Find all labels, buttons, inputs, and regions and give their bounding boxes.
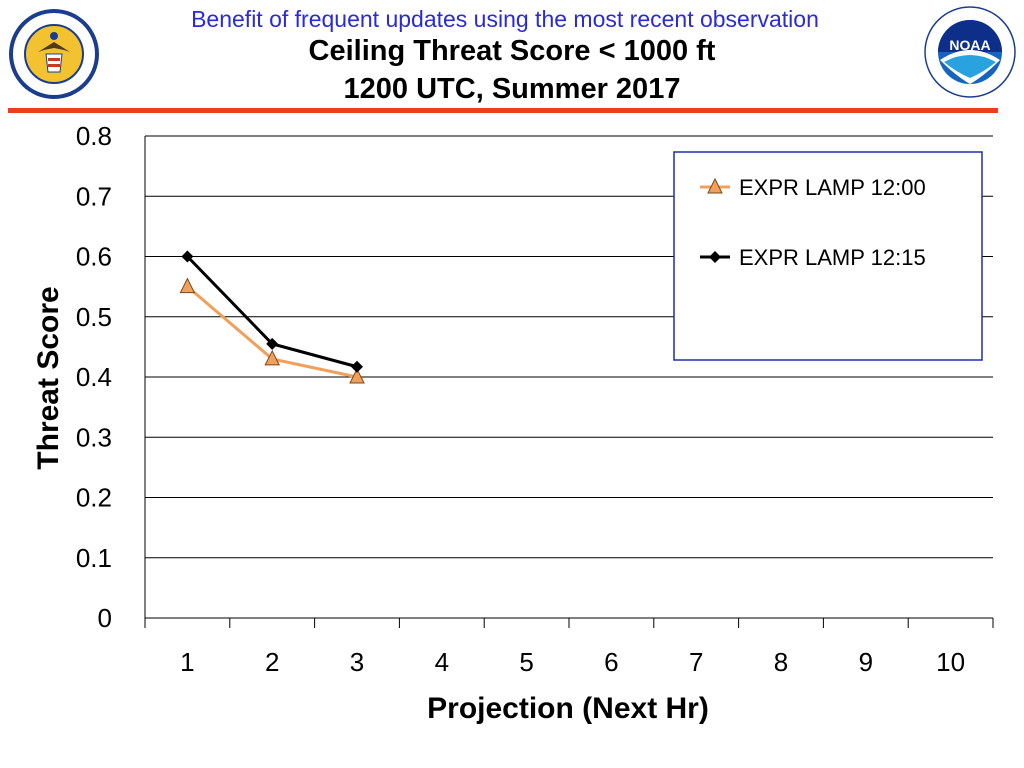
- x-axis-title: Projection (Next Hr): [427, 692, 709, 725]
- series-2: [181, 250, 363, 373]
- data-point-triangle: [264, 349, 281, 366]
- legend-item: EXPR LAMP 12:15: [700, 245, 926, 270]
- x-tick-label: 8: [774, 647, 788, 677]
- legend-item: EXPR LAMP 12:00: [700, 175, 926, 200]
- y-tick-label: 0.6: [76, 242, 112, 272]
- noaa-wordmark: NOAA: [949, 37, 990, 53]
- banner-text: Benefit of frequent updates using the mo…: [191, 6, 819, 32]
- data-point-diamond: [709, 251, 721, 263]
- legend-label: EXPR LAMP 12:15: [739, 245, 926, 270]
- x-tick-label: 2: [265, 647, 279, 677]
- legend-label: EXPR LAMP 12:00: [739, 175, 926, 200]
- data-point-diamond: [266, 337, 279, 350]
- y-tick-label: 0.3: [76, 422, 112, 452]
- y-tick-label: 0.1: [76, 543, 112, 573]
- legend: EXPR LAMP 12:00 EXPR LAMP 12:15: [673, 151, 983, 361]
- data-point-triangle: [349, 367, 365, 384]
- x-tick-label: 10: [936, 647, 965, 677]
- noaa-logo-icon: NOAA: [924, 6, 1016, 98]
- series-layer: [179, 250, 365, 384]
- header-rule: [8, 108, 998, 113]
- x-tick-labels: 1 2 3 4 5 6 7 8 9 10: [144, 618, 994, 677]
- data-point-triangle: [707, 177, 723, 194]
- chart-title-line2: 1200 UTC, Summer 2017: [343, 73, 681, 105]
- y-tick-label: 0.7: [76, 181, 112, 211]
- y-axis-title: Threat Score: [32, 286, 65, 469]
- x-tick-label: 1: [180, 647, 194, 677]
- chart-title: Ceiling Threat Score < 1000 ft 1200 UTC,…: [0, 32, 1024, 108]
- y-tick-label: 0.5: [76, 302, 112, 332]
- data-point-diamond: [351, 360, 363, 373]
- x-tick-label: 9: [859, 647, 873, 677]
- series-1: [179, 277, 365, 384]
- x-tick-label: 7: [689, 647, 703, 677]
- chart-title-line1: Ceiling Threat Score < 1000 ft: [308, 35, 716, 67]
- data-point-diamond: [181, 250, 194, 263]
- y-tick-label: 0.4: [76, 362, 112, 392]
- x-tick-label: 3: [350, 647, 364, 677]
- y-tick-label: 0.2: [76, 483, 112, 513]
- y-tick-labels: 0 0.1 0.2 0.3 0.4 0.5 0.6 0.7 0.8: [76, 121, 112, 633]
- data-point-triangle: [179, 277, 196, 294]
- x-tick-label: 6: [604, 647, 618, 677]
- x-tick-label: 4: [435, 647, 449, 677]
- commerce-seal-icon: [9, 9, 99, 99]
- y-tick-label: 0.8: [76, 121, 112, 151]
- y-tick-label: 0: [98, 603, 112, 633]
- x-tick-label: 5: [519, 647, 533, 677]
